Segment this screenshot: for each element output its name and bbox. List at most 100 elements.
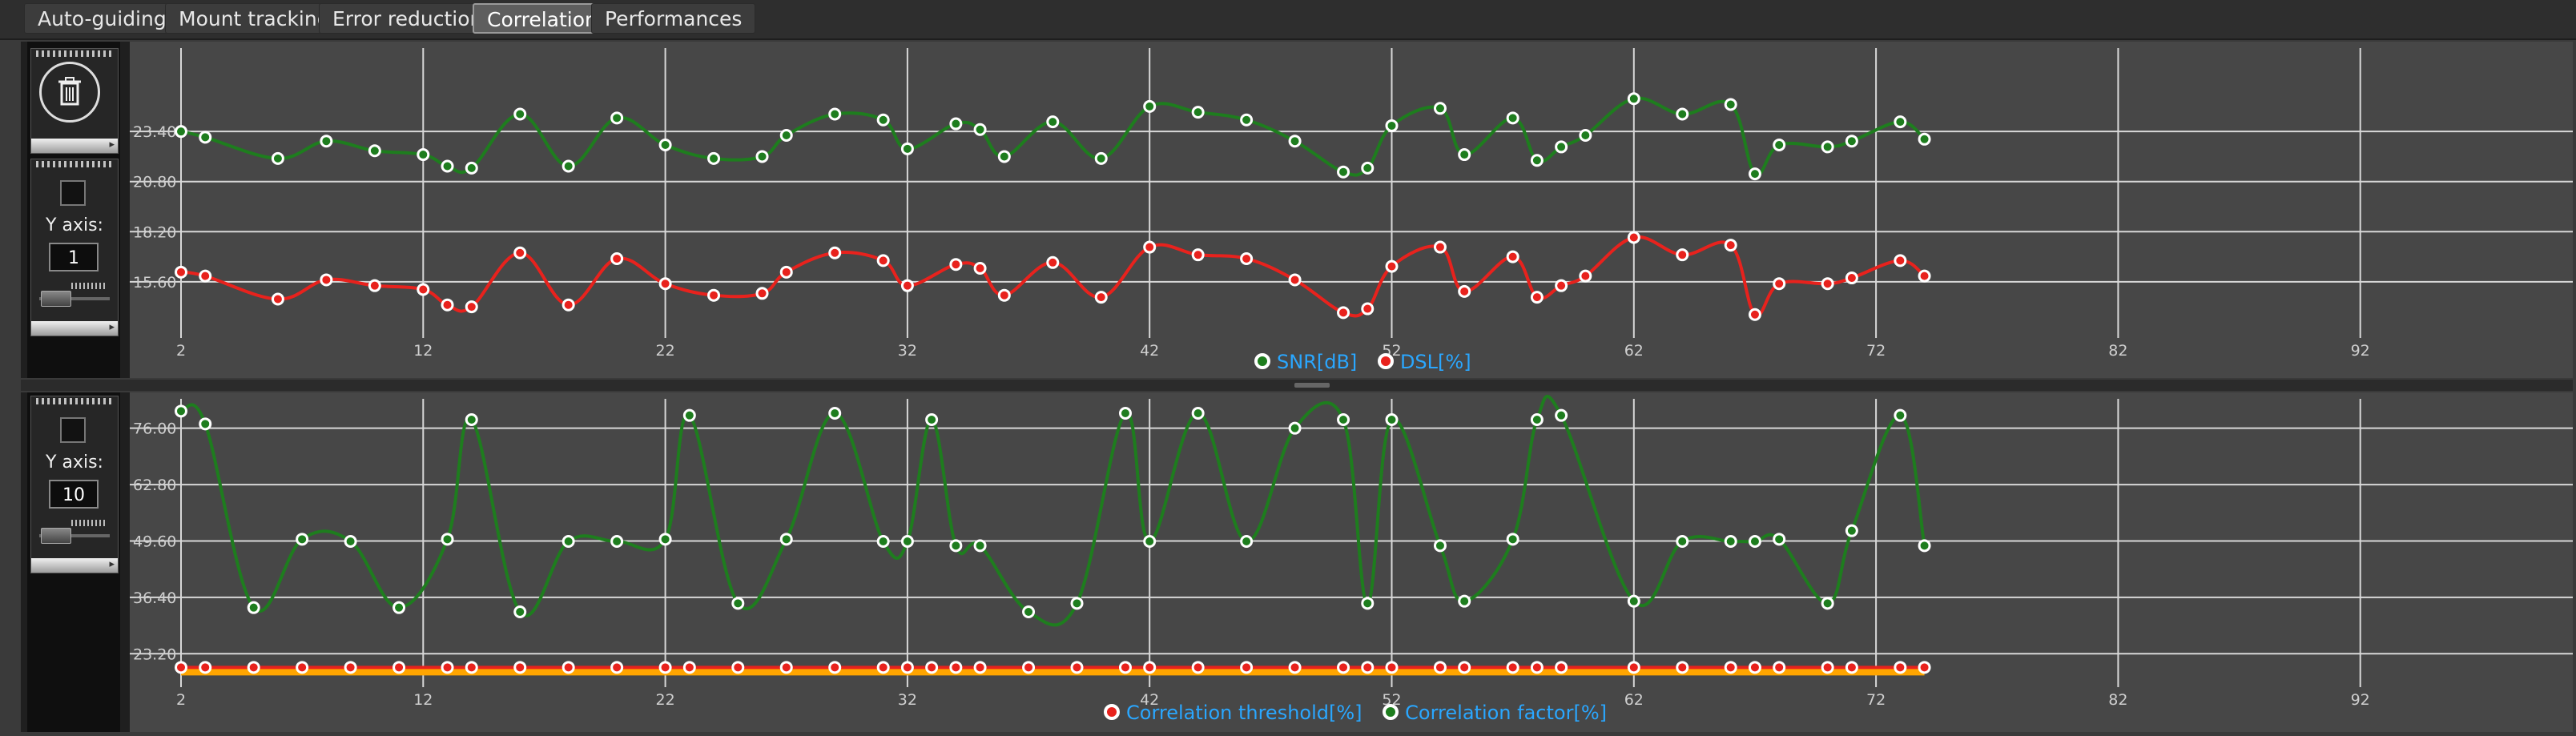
correlation-legend: Correlation threshold[%] Correlation fac… — [1104, 700, 1621, 726]
x-tick-label: 22 — [656, 691, 675, 709]
y-axis-label: Y axis: — [46, 215, 103, 235]
data-point — [949, 661, 963, 674]
data-point — [900, 535, 914, 548]
data-point — [1385, 661, 1399, 674]
data-point — [465, 661, 478, 674]
x-tick-label: 12 — [413, 691, 433, 709]
expand-arrow-icon[interactable]: ▸ — [31, 139, 118, 153]
data-point — [175, 661, 187, 674]
drag-grip-icon[interactable] — [36, 398, 113, 404]
data-point — [900, 661, 914, 674]
drag-grip-icon[interactable] — [36, 50, 113, 57]
series-toggle-box[interactable] — [60, 417, 86, 443]
data-point — [658, 533, 672, 546]
bottom-yaxis-tool: Y axis: 10 ▸ — [30, 396, 119, 573]
data-point — [1337, 165, 1350, 179]
expand-arrow-icon[interactable]: ▸ — [31, 558, 118, 573]
data-point — [1845, 661, 1858, 674]
data-point — [441, 661, 454, 674]
legend-snr[interactable]: SNR[dB] — [1254, 349, 1357, 375]
legend-label: Correlation factor[%] — [1405, 702, 1607, 724]
data-point — [1821, 277, 1834, 291]
correlation-chart: 2 12 22 32 42 52 62 72 82 9276.0062.8049.6036.402… — [130, 394, 2573, 709]
data-point — [997, 288, 1011, 302]
data-point — [1361, 302, 1375, 316]
data-point — [1118, 407, 1132, 420]
data-point — [682, 661, 696, 674]
data-point — [1845, 524, 1858, 537]
y-tick-label: 76.00 — [133, 420, 176, 438]
data-point — [513, 605, 527, 618]
data-point — [1821, 661, 1834, 674]
data-point — [1555, 408, 1568, 422]
data-point — [1433, 539, 1447, 553]
legend-correlation-factor[interactable]: Correlation factor[%] — [1383, 700, 1607, 726]
data-point — [247, 601, 260, 614]
data-point — [925, 413, 939, 426]
data-point — [949, 258, 963, 271]
data-point — [1337, 413, 1350, 426]
x-tick-label: 42 — [1140, 691, 1159, 709]
data-point — [1240, 535, 1254, 548]
data-point — [949, 117, 963, 131]
legend-label: Correlation threshold[%] — [1126, 702, 1362, 724]
data-point — [610, 535, 624, 548]
data-point — [247, 661, 260, 674]
y-axis-scale-input[interactable]: 1 — [49, 243, 99, 271]
data-point — [1894, 254, 1907, 267]
data-point — [1894, 408, 1907, 422]
data-point — [1046, 255, 1060, 269]
data-point — [949, 539, 963, 553]
data-point — [1530, 661, 1544, 674]
data-point — [1458, 148, 1471, 162]
data-point — [417, 283, 430, 296]
trash-icon[interactable] — [39, 62, 100, 123]
x-tick-label: 82 — [2108, 342, 2127, 360]
data-point — [1191, 106, 1205, 119]
y-tick-label: 20.80 — [133, 174, 176, 191]
data-point — [1530, 291, 1544, 304]
data-point — [610, 251, 624, 265]
data-point — [1240, 113, 1254, 127]
data-point — [368, 279, 381, 292]
tab-error-reduction[interactable]: Error reduction — [319, 3, 497, 34]
data-point — [199, 661, 212, 674]
y-axis-scale-input[interactable]: 10 — [49, 480, 99, 509]
tab-correlation[interactable]: Correlation — [473, 3, 612, 34]
data-point — [1845, 271, 1858, 285]
data-point — [1676, 661, 1689, 674]
tab-auto-guiding[interactable]: Auto-guiding — [24, 3, 180, 34]
data-point — [1361, 597, 1375, 610]
tab-performances[interactable]: Performances — [591, 3, 756, 34]
data-point — [1530, 413, 1544, 426]
data-point — [1070, 661, 1084, 674]
data-point — [828, 246, 842, 259]
data-point — [1385, 259, 1399, 273]
series-toggle-box[interactable] — [60, 180, 86, 206]
data-point — [1821, 597, 1834, 610]
y-axis-slider[interactable] — [39, 520, 110, 544]
y-tick-label: 62.80 — [133, 477, 176, 494]
data-point — [1288, 135, 1302, 148]
data-point — [973, 539, 987, 553]
tab-mount-tracking[interactable]: Mount tracking — [165, 3, 344, 34]
data-point — [1918, 661, 1931, 674]
data-point — [1530, 154, 1544, 167]
data-point — [1506, 250, 1519, 263]
data-point — [779, 128, 793, 142]
legend-dsl[interactable]: DSL[%] — [1377, 349, 1471, 375]
data-point — [175, 265, 187, 279]
y-axis-label: Y axis: — [46, 452, 103, 473]
data-point — [199, 269, 212, 283]
legend-correlation-threshold[interactable]: Correlation threshold[%] — [1104, 700, 1362, 726]
data-point — [973, 661, 987, 674]
data-point — [876, 661, 890, 674]
data-point — [1458, 284, 1471, 298]
data-point — [441, 533, 454, 546]
expand-arrow-icon[interactable]: ▸ — [31, 321, 118, 336]
drag-grip-icon[interactable] — [36, 161, 113, 167]
panel-splitter[interactable] — [21, 380, 2573, 391]
series-line-0 — [180, 394, 1926, 627]
data-point — [1385, 119, 1399, 132]
y-axis-slider[interactable] — [39, 283, 110, 307]
